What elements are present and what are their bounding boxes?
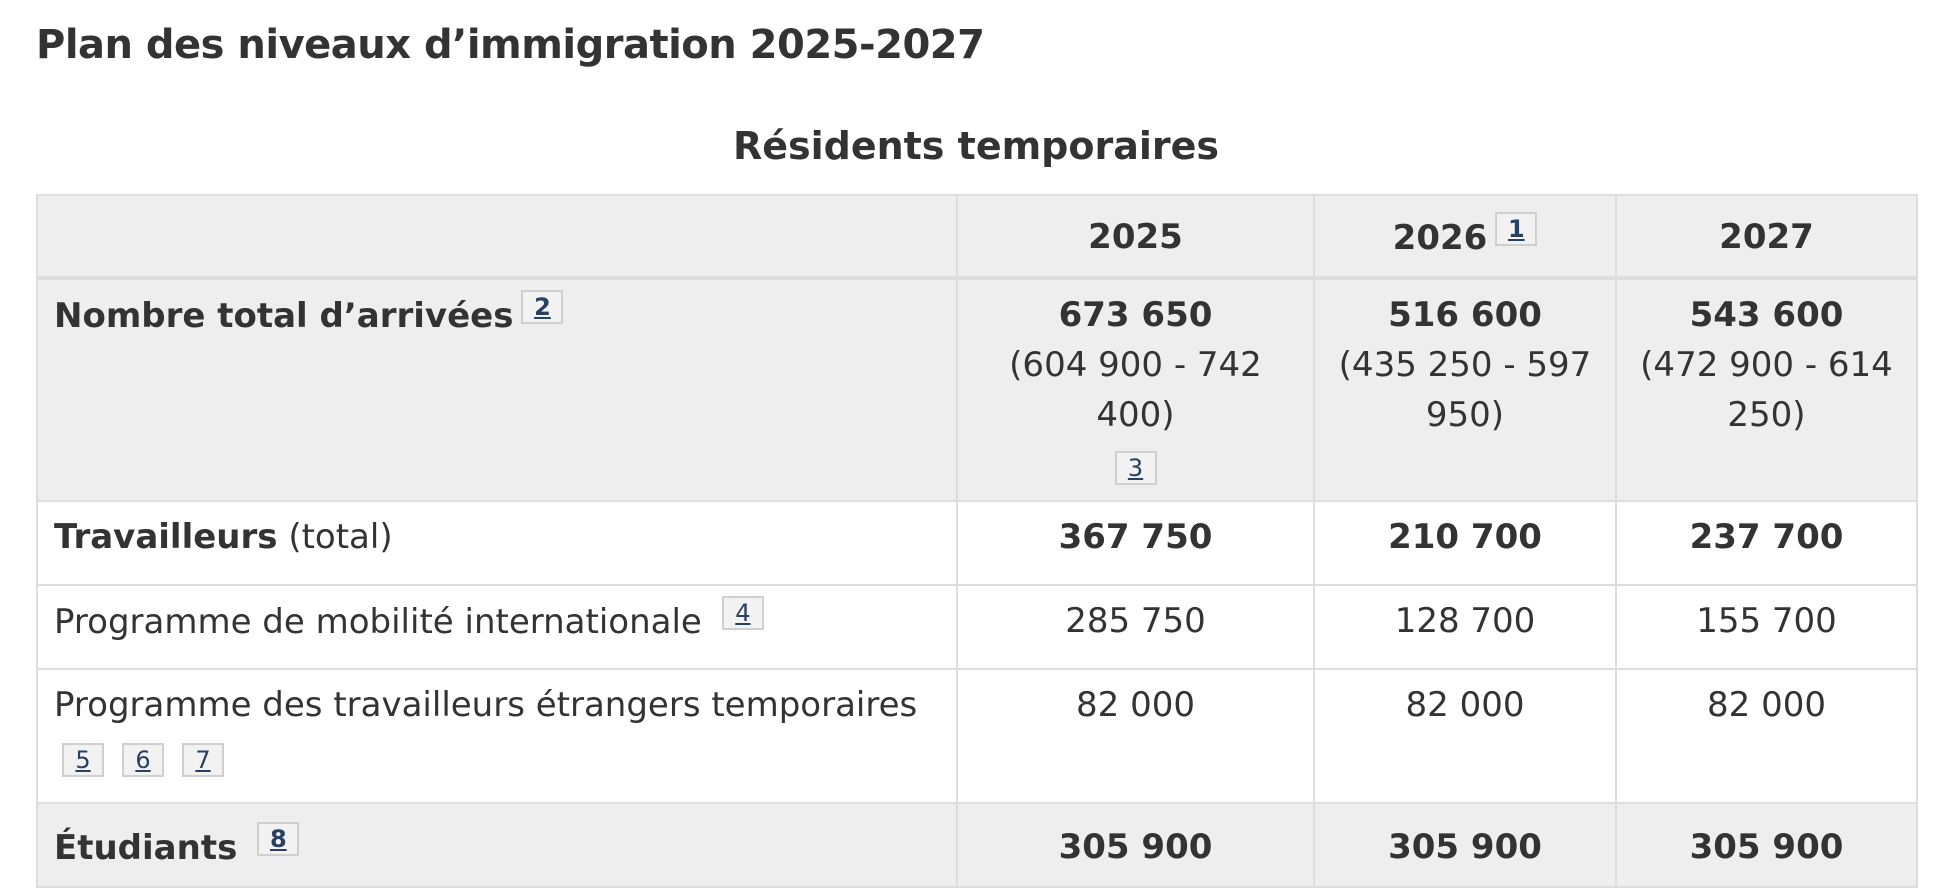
value-cell-2025: 673 650 (604 900 - 742 400) 3 [956,277,1315,502]
value-range: (472 900 - 614 250) [1640,345,1893,435]
row-label-suffix: (total) [277,517,393,557]
row-label: Programme de mobilité internationale [54,602,702,642]
table-row-students: Étudiants 8 305 900 305 900 305 900 [36,802,1918,888]
value: 516 600 [1388,295,1542,335]
row-label: Travailleurs [54,517,278,557]
table-row-workers: Travailleurs (total) 367 750 210 700 237… [36,500,1918,586]
table-caption: Résidents temporaires [732,124,1220,168]
value-cell-2026: 82 000 [1313,668,1617,804]
value-cell-2027: 82 000 [1615,668,1918,804]
header-2027-label: 2027 [1719,217,1814,257]
value-cell-2027: 305 900 [1615,802,1918,888]
row-label: Étudiants [54,828,238,868]
footnote-link-2[interactable]: 2 [521,290,564,324]
value-cell-2026: 210 700 [1313,500,1617,586]
value-cell-2027: 237 700 [1615,500,1918,586]
row-label-cell: Programme de mobilité internationale 4 [36,584,958,670]
value-cell-2026: 305 900 [1313,802,1617,888]
immigration-levels-table: 2025 2026 1 2027 Nombre total d’arrivées 2… [36,194,1918,888]
value: 673 650 [1058,295,1213,335]
value-cell-2025: 285 750 [956,584,1315,670]
value-cell-2025: 82 000 [956,668,1315,804]
header-2025-label: 2025 [1088,217,1183,257]
value-cell-2026: 128 700 [1313,584,1617,670]
table-header-row: 2025 2026 1 2027 [36,194,1918,280]
value-cell-2026: 516 600 (435 250 - 597 950) [1313,277,1617,502]
header-2026: 2026 1 [1313,194,1617,280]
footnote-link-6[interactable]: 6 [122,743,164,777]
page-title: Plan des niveaux d’immigration 2025-2027 [36,22,985,68]
header-empty-cell [36,194,958,280]
footnote-link-4[interactable]: 4 [721,596,764,630]
value-cell-2027: 543 600 (472 900 - 614 250) [1615,277,1918,502]
value-cell-2025: 305 900 [956,802,1315,888]
row-label-cell: Étudiants 8 [36,802,958,888]
value-cell-2027: 155 700 [1615,584,1918,670]
table-row-international-mobility: Programme de mobilité internationale 4 28… [36,584,1918,670]
value: 543 600 [1689,295,1844,335]
table-row-total-arrivals: Nombre total d’arrivées 2 673 650 (604 90… [36,277,1918,502]
row-label: Programme des travailleurs étrangers tem… [54,685,918,725]
footnote-link-5[interactable]: 5 [62,743,104,777]
header-2027: 2027 [1615,194,1918,280]
row-label-cell: Travailleurs (total) [36,500,958,586]
footnote-link-7[interactable]: 7 [182,743,224,777]
header-2026-label: 2026 [1392,218,1488,258]
footnote-link-3[interactable]: 3 [1114,451,1157,485]
row-label: Nombre total d’arrivées [54,296,514,336]
value-cell-2025: 367 750 [956,500,1315,586]
header-2025: 2025 [956,194,1315,280]
row-label-cell: Nombre total d’arrivées 2 [36,277,958,502]
value-range: (604 900 - 742 400) [1009,345,1262,435]
value-range: (435 250 - 597 950) [1338,345,1592,435]
row-label-cell: Programme des travailleurs étrangers tem… [36,668,958,804]
table-row-foreign-workers: Programme des travailleurs étrangers tem… [36,668,1918,804]
footnote-link-1[interactable]: 1 [1495,212,1538,246]
footnote-link-8[interactable]: 8 [257,822,300,856]
